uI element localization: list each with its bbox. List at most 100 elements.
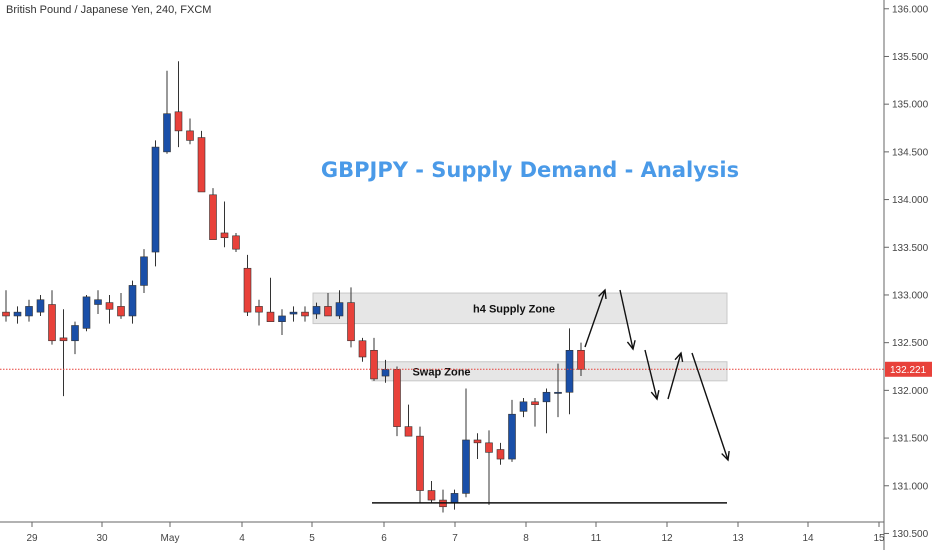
candle-body xyxy=(243,267,252,313)
candle-body xyxy=(255,306,263,313)
price-tick-label: 131.500 xyxy=(892,434,929,445)
projection-arrow-line xyxy=(691,352,729,461)
drawing-layer xyxy=(0,288,884,504)
candle xyxy=(140,249,148,294)
price-tick-label: 133.000 xyxy=(892,290,929,301)
candle xyxy=(473,433,482,460)
time-tick-label: 5 xyxy=(309,533,315,544)
candle-body xyxy=(404,426,413,437)
candle xyxy=(531,397,539,427)
candle xyxy=(48,290,56,345)
candle-body xyxy=(48,304,56,342)
candle-body xyxy=(105,302,114,310)
time-tick-label: 15 xyxy=(873,533,885,544)
candle-body xyxy=(485,442,493,453)
candle xyxy=(565,328,574,415)
chart-header: British Pound / Japanese Yen, 240, FXCM xyxy=(6,4,212,16)
candle-body xyxy=(220,232,229,239)
time-tick-label: 6 xyxy=(381,533,387,544)
candle-body xyxy=(565,349,574,393)
projection-arrow-line xyxy=(644,349,658,400)
projection-arrow-head xyxy=(721,450,730,462)
candle-body xyxy=(335,302,344,317)
candle-body xyxy=(577,349,585,370)
candle-body xyxy=(82,296,91,329)
time-tick-label: 7 xyxy=(452,533,458,544)
candle xyxy=(186,118,194,145)
price-tick-label: 132.500 xyxy=(892,338,929,349)
candle xyxy=(370,337,378,381)
projection-arrow-head xyxy=(598,288,607,300)
candle xyxy=(71,321,79,355)
candle xyxy=(151,140,160,267)
candle-body xyxy=(473,439,482,444)
candle-body xyxy=(427,490,436,501)
candle-body xyxy=(197,137,206,193)
zone-label: Swap Zone xyxy=(412,366,470,378)
projection-arrow-head xyxy=(674,351,684,362)
candle xyxy=(59,309,68,397)
projection-arrow-head xyxy=(650,390,660,401)
candle-body xyxy=(393,369,401,427)
time-tick-label: 4 xyxy=(239,533,245,544)
candle-body xyxy=(519,401,528,412)
candle-body xyxy=(140,256,148,286)
candle xyxy=(347,287,355,348)
candle-body xyxy=(542,391,551,403)
time-tick-label: 12 xyxy=(661,533,673,544)
candle xyxy=(117,293,125,319)
candle-body xyxy=(36,299,45,313)
candle-body xyxy=(450,493,459,504)
candle xyxy=(94,290,102,315)
time-tick-label: 13 xyxy=(732,533,744,544)
candle xyxy=(105,294,114,324)
time-tick-label: 8 xyxy=(523,533,529,544)
candle xyxy=(519,397,528,418)
candle xyxy=(163,70,171,154)
candle xyxy=(508,399,516,462)
candle-body xyxy=(496,449,505,460)
candle-body xyxy=(163,113,171,153)
candle xyxy=(220,201,229,248)
candle xyxy=(2,290,10,322)
candle-body xyxy=(324,306,332,317)
candle-body xyxy=(554,391,562,394)
candle-layer xyxy=(2,61,585,513)
time-tick-label: May xyxy=(161,533,180,544)
current-price-label: 132.221 xyxy=(890,365,927,376)
candle xyxy=(416,426,424,503)
candle xyxy=(312,302,321,319)
candle-body xyxy=(531,401,539,405)
candle xyxy=(485,430,493,505)
candle xyxy=(542,388,551,434)
chart-headline: GBPJPY - Supply Demand - Analysis xyxy=(321,158,739,182)
candle xyxy=(174,61,183,148)
price-tick-label: 134.500 xyxy=(892,147,929,158)
price-tick-label: 133.500 xyxy=(892,243,929,254)
time-tick-label: 30 xyxy=(96,533,108,544)
candle-body xyxy=(278,315,286,322)
price-tick-label: 135.500 xyxy=(892,52,929,63)
candle xyxy=(324,293,332,317)
projection-arrow-line xyxy=(667,352,682,400)
candle-body xyxy=(266,311,275,322)
projection-arrow-line xyxy=(584,289,606,348)
candle xyxy=(243,254,252,316)
time-tick-label: 11 xyxy=(591,533,602,544)
candle xyxy=(335,290,344,319)
candle xyxy=(301,306,309,322)
candle-body xyxy=(209,194,217,240)
candle xyxy=(439,489,447,513)
price-tick-label: 134.000 xyxy=(892,195,929,206)
candle-body xyxy=(370,349,378,380)
candle xyxy=(427,480,436,503)
price-tick-label: 136.000 xyxy=(892,4,929,15)
candle xyxy=(25,299,33,322)
price-tick-label: 131.000 xyxy=(892,481,929,492)
price-tick-label: 135.000 xyxy=(892,100,929,111)
time-tick-label: 29 xyxy=(26,533,38,544)
candle-body xyxy=(25,306,33,317)
candle-body xyxy=(462,439,470,494)
